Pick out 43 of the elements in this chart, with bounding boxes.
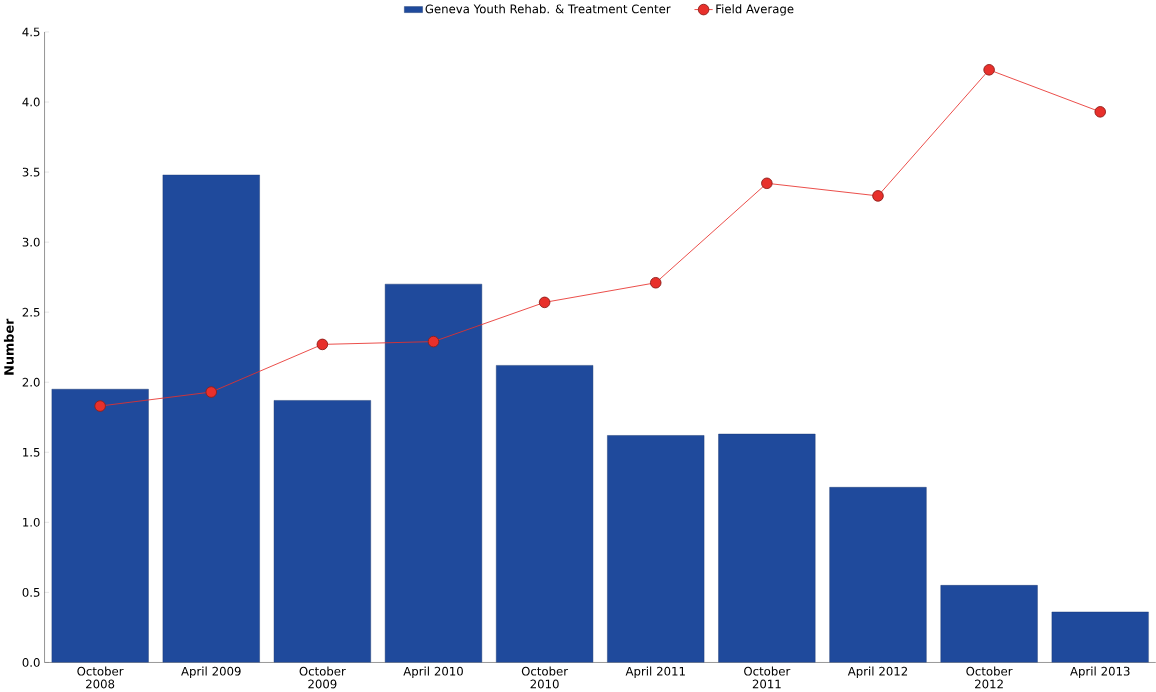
y-tick-label: 4.5 [22, 27, 40, 37]
bar [496, 365, 594, 663]
x-tick-label: October 2008 [77, 666, 124, 689]
y-tick-label: 0.5 [22, 587, 40, 597]
y-tick-label: 4.0 [22, 97, 40, 107]
point [872, 190, 884, 202]
bar [384, 283, 483, 663]
legend-label: Field Average [716, 4, 794, 16]
point [649, 276, 662, 289]
point [316, 338, 329, 351]
bar [718, 433, 816, 663]
point [761, 177, 773, 189]
legend-label: Geneva Youth Rehab. & Treatment Center [425, 4, 671, 14]
point [94, 400, 106, 412]
y-tick-label: 2.0 [22, 377, 40, 387]
bar [51, 388, 149, 663]
bar [1051, 611, 1149, 663]
bar [829, 486, 927, 663]
x-tick-label: April 2012 [847, 666, 908, 678]
bar [162, 174, 260, 663]
x-tick-label: April 2010 [403, 666, 463, 678]
y-tick-label: 3.5 [22, 167, 40, 177]
y-tick-label: 0.0 [22, 657, 40, 667]
point [205, 386, 217, 398]
x-tick-label: October 2009 [299, 666, 346, 689]
x-tick-label: October 2011 [744, 666, 791, 689]
y-tick-label: 3.0 [22, 237, 40, 247]
bar [607, 435, 705, 663]
x-tick-label: April 2011 [625, 666, 685, 678]
x-tick-label: April 2013 [1070, 666, 1130, 678]
x-tick-label: April 2009 [181, 666, 241, 678]
y-axis-title: Number [3, 318, 14, 375]
x-tick-label: October 2012 [966, 666, 1013, 689]
point [427, 335, 440, 348]
point [983, 63, 995, 76]
y-tick-label: 1.5 [23, 447, 40, 457]
point [538, 296, 551, 308]
bar [940, 585, 1038, 663]
point [1094, 105, 1106, 118]
y-tick-label: 1.0 [23, 517, 40, 527]
bar [273, 400, 371, 663]
x-tick-label: October 2010 [521, 666, 569, 689]
y-tick-label: 2.5 [22, 307, 40, 317]
